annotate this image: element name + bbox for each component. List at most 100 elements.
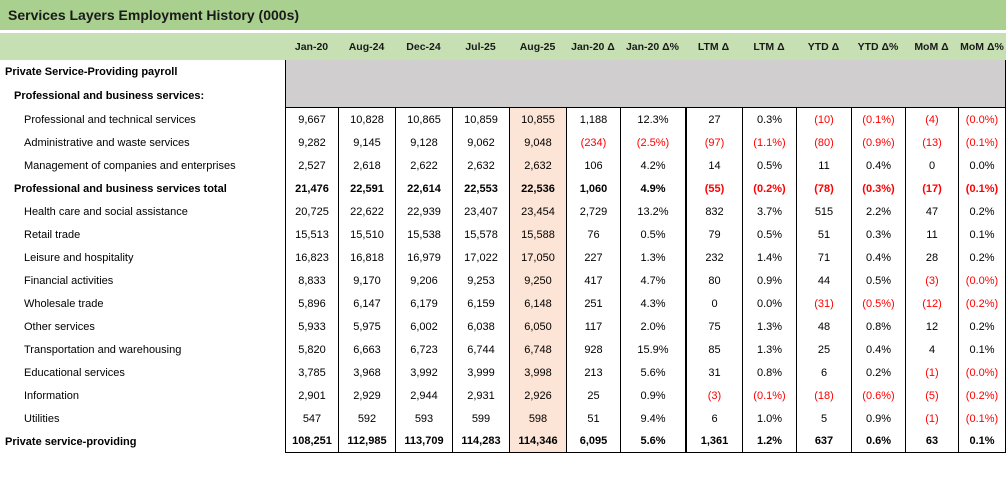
- row-label: Professional and business services:: [14, 90, 205, 102]
- cell: 3,785: [285, 361, 338, 384]
- cell: 0.2%: [958, 200, 1006, 223]
- cell: 0.3%: [851, 223, 905, 246]
- cell: (0.3%): [851, 177, 905, 200]
- cell: 27: [685, 108, 742, 131]
- section-fill: [285, 84, 1006, 108]
- row-label: Financial activities: [24, 274, 114, 287]
- cell: 9,062: [452, 131, 509, 154]
- row-label: Other services: [24, 320, 95, 333]
- section-fill: [285, 60, 1006, 84]
- cell: 22,622: [338, 200, 395, 223]
- page-title: Services Layers Employment History (000s…: [8, 7, 300, 23]
- cell: 0.5%: [620, 223, 685, 246]
- cell: 9,282: [285, 131, 338, 154]
- cell: (4): [905, 108, 958, 131]
- column-header: Aug-25: [519, 40, 556, 53]
- cell: 76: [566, 223, 620, 246]
- row-label: Wholesale trade: [24, 297, 104, 310]
- cell: 9,250: [509, 269, 566, 292]
- cell: 5,975: [338, 315, 395, 338]
- cell: 48: [796, 315, 851, 338]
- cell: (1): [905, 407, 958, 430]
- cell: 1,060: [566, 177, 620, 200]
- cell: 9,253: [452, 269, 509, 292]
- cell: 9,170: [338, 269, 395, 292]
- cell: 6,159: [452, 292, 509, 315]
- cell: (5): [905, 384, 958, 407]
- cell: (97): [685, 131, 742, 154]
- cell: 22,939: [395, 200, 452, 223]
- cell: 9.4%: [620, 407, 685, 430]
- column-header: Jul-25: [465, 40, 496, 53]
- cell: (12): [905, 292, 958, 315]
- cell: (78): [796, 177, 851, 200]
- cell: 25: [796, 338, 851, 361]
- cell: 6,723: [395, 338, 452, 361]
- cell: 0.8%: [851, 315, 905, 338]
- cell: 598: [509, 407, 566, 430]
- row-label: Private Service-Providing payroll: [5, 66, 178, 78]
- cell: 2,929: [338, 384, 395, 407]
- cell: 79: [685, 223, 742, 246]
- cell: 0.5%: [851, 269, 905, 292]
- cell: 515: [796, 200, 851, 223]
- cell: 832: [685, 200, 742, 223]
- cell: (0.9%): [851, 131, 905, 154]
- cell: 6,050: [509, 315, 566, 338]
- row-label: Transportation and warehousing: [24, 343, 182, 356]
- cell: (18): [796, 384, 851, 407]
- row-label: Retail trade: [24, 228, 81, 241]
- cell: 0.4%: [851, 154, 905, 177]
- cell: 2,729: [566, 200, 620, 223]
- header-row: Jan-20 Aug-24 Dec-24 Jul-25 Aug-25 Jan-20 Δ Ja…: [0, 33, 1006, 60]
- cell: 1.0%: [742, 407, 796, 430]
- cell: 47: [905, 200, 958, 223]
- cell: (17): [905, 177, 958, 200]
- row-label: Health care and social assistance: [24, 205, 188, 218]
- cell: (0.2%): [958, 384, 1006, 407]
- cell: 0.8%: [742, 361, 796, 384]
- cell: 0: [685, 292, 742, 315]
- cell: 113,709: [395, 430, 452, 453]
- table-footer: Source: BLS note: Seasonally adjusted; m…: [0, 453, 1006, 483]
- cell: 9,048: [509, 131, 566, 154]
- cell: 117: [566, 315, 620, 338]
- cell: 0.2%: [851, 361, 905, 384]
- cell: 6,038: [452, 315, 509, 338]
- row-label: Professional and technical services: [24, 113, 196, 126]
- cell: (31): [796, 292, 851, 315]
- cell: 0.2%: [958, 315, 1006, 338]
- column-header: Aug-24: [348, 40, 385, 53]
- cell: 2,931: [452, 384, 509, 407]
- cell: 6,148: [509, 292, 566, 315]
- cell: 2,944: [395, 384, 452, 407]
- cell: (55): [685, 177, 742, 200]
- cell: 2,632: [452, 154, 509, 177]
- cell: 637: [796, 430, 851, 453]
- column-header: LTM Δ: [753, 40, 785, 53]
- cell: 51: [796, 223, 851, 246]
- cell: 0.3%: [742, 108, 796, 131]
- cell: 2,527: [285, 154, 338, 177]
- cell: 592: [338, 407, 395, 430]
- cell: 1.3%: [742, 338, 796, 361]
- cell: 4: [905, 338, 958, 361]
- cell: 10,865: [395, 108, 452, 131]
- row-label: Professional and business services total: [14, 182, 227, 195]
- column-header: Jan-20 Δ: [571, 40, 615, 53]
- cell: 108,251: [285, 430, 338, 453]
- row-label: Information: [24, 389, 80, 402]
- table-row: Financial activities 8,833 9,170 9,206 9,253…: [0, 269, 1006, 292]
- cell: 2,618: [338, 154, 395, 177]
- cell: 227: [566, 246, 620, 269]
- cell: 2,632: [509, 154, 566, 177]
- cell: (0.6%): [851, 384, 905, 407]
- cell: 0.9%: [620, 384, 685, 407]
- table-row: Health care and social assistance 20,725 2…: [0, 200, 1006, 223]
- cell: 3,968: [338, 361, 395, 384]
- cell: (0.0%): [958, 269, 1006, 292]
- cell: 928: [566, 338, 620, 361]
- cell: 0.1%: [958, 338, 1006, 361]
- cell: 10,859: [452, 108, 509, 131]
- cell: 63: [905, 430, 958, 453]
